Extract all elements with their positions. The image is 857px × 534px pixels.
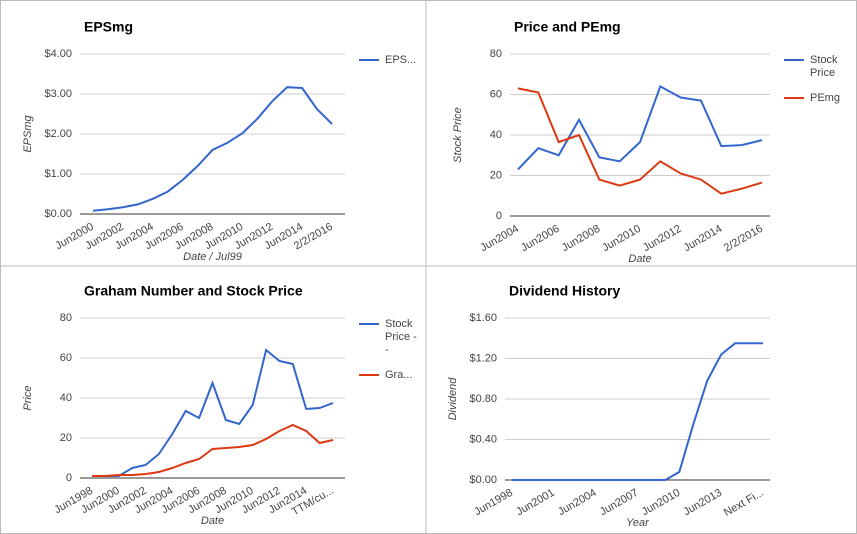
series-line bbox=[517, 87, 763, 195]
y-tick-label: $0.00 bbox=[469, 474, 497, 486]
y-tick-label: $0.80 bbox=[469, 393, 497, 405]
y-tick-label: $1.60 bbox=[469, 312, 497, 324]
series-line bbox=[92, 423, 334, 477]
legend-label: Gra... bbox=[385, 369, 413, 381]
y-tick-label: 20 bbox=[60, 432, 72, 444]
y-tick-label: $1.20 bbox=[469, 352, 497, 364]
chart-title: Dividend History bbox=[509, 283, 620, 299]
chart-title: Graham Number and Stock Price bbox=[84, 283, 303, 299]
y-tick-label: $4.00 bbox=[44, 48, 72, 60]
y-tick-label: 80 bbox=[60, 312, 72, 324]
series-line bbox=[92, 348, 334, 477]
chart-title: EPSmg bbox=[84, 19, 133, 35]
series-line bbox=[517, 84, 763, 171]
y-tick-label: 40 bbox=[490, 129, 502, 141]
y-tick-label: $0.00 bbox=[44, 208, 72, 220]
chart-title: Price and PEmg bbox=[514, 19, 621, 35]
x-axis-label: Date bbox=[628, 253, 651, 265]
legend-label: EPS... bbox=[385, 54, 416, 66]
x-axis-label: Date / Jul99 bbox=[183, 251, 242, 263]
y-axis-label: Stock Price bbox=[452, 107, 464, 163]
y-tick-label: 20 bbox=[490, 169, 502, 181]
y-tick-label: 80 bbox=[490, 48, 502, 60]
legend-label: Stock Price -- bbox=[385, 318, 417, 356]
y-tick-label: $0.40 bbox=[469, 433, 497, 445]
y-tick-label: 0 bbox=[66, 472, 72, 484]
y-tick-label: 0 bbox=[496, 210, 502, 222]
x-axis-label: Year bbox=[626, 517, 650, 529]
y-tick-label: $3.00 bbox=[44, 88, 72, 100]
y-axis-label: Price bbox=[22, 385, 34, 410]
y-tick-label: 60 bbox=[60, 352, 72, 364]
x-axis-label: Date bbox=[201, 515, 224, 527]
series-line bbox=[512, 342, 763, 481]
y-tick-label: 40 bbox=[60, 392, 72, 404]
y-tick-label: 60 bbox=[490, 88, 502, 100]
y-axis-label: EPSmg bbox=[22, 114, 34, 152]
y-tick-label: $2.00 bbox=[44, 128, 72, 140]
legend-label: Stock Price bbox=[810, 54, 838, 79]
y-axis-label: Dividend bbox=[447, 377, 459, 421]
y-tick-label: $1.00 bbox=[44, 168, 72, 180]
legend-label: PEmg bbox=[810, 92, 840, 104]
series-line bbox=[92, 86, 333, 212]
